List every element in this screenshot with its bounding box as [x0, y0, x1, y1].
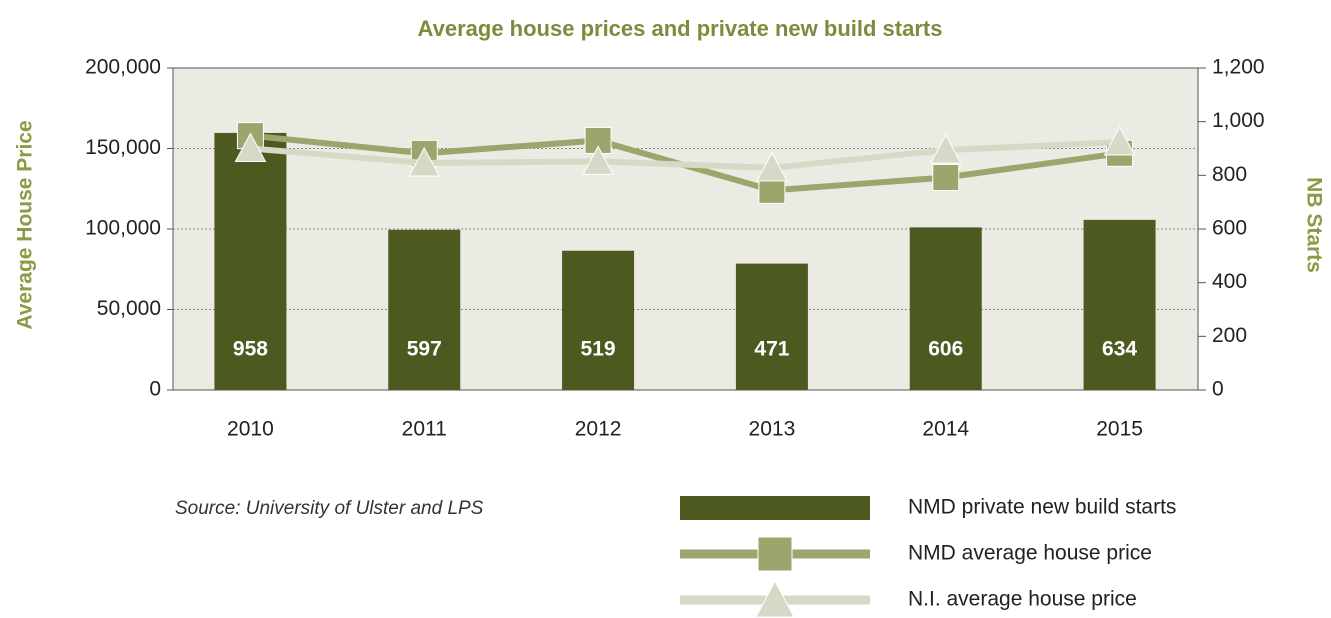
- triangle-marker: [582, 145, 614, 175]
- y-tick-label: 100,000: [85, 217, 161, 240]
- line: [250, 139, 1120, 171]
- bar-value-label: 519: [581, 338, 616, 361]
- square-marker: [757, 536, 793, 572]
- source-note: Source: University of Ulster and LPS: [175, 498, 484, 519]
- bar: [562, 250, 635, 390]
- triangle-marker: [929, 134, 962, 164]
- y2-tick-label: 0: [1212, 378, 1224, 401]
- y-tick-label: 200,000: [85, 56, 161, 79]
- y-tick-label: 0: [149, 378, 161, 401]
- triangle-marker: [756, 151, 788, 182]
- x-tick-label: 2011: [402, 418, 447, 441]
- bar-value-label: 597: [407, 338, 442, 361]
- legend-label: NMD private new build starts: [908, 496, 1176, 519]
- bar: [735, 263, 808, 390]
- y2-tick-label: 600: [1212, 217, 1247, 240]
- y2-tick-label: 800: [1212, 163, 1247, 186]
- x-tick-label: 2010: [227, 418, 274, 441]
- legend-label: NMD average house price: [908, 542, 1152, 565]
- x-tick-label: 2012: [575, 418, 622, 441]
- bar: [388, 229, 461, 390]
- y-tick-label: 50,000: [97, 297, 161, 320]
- bar: [909, 227, 982, 390]
- square-marker: [584, 126, 612, 154]
- x-tick-label: 2013: [749, 418, 796, 441]
- chart-title: Average house prices and private new bui…: [418, 16, 943, 41]
- triangle-marker: [408, 146, 441, 177]
- triangle-marker: [234, 132, 267, 162]
- y-axis-label: Average House Price: [14, 120, 37, 329]
- y2-tick-label: 400: [1212, 270, 1247, 293]
- square-marker: [932, 163, 960, 191]
- y2-tick-label: 1,000: [1212, 109, 1265, 132]
- bar-value-label: 606: [928, 338, 963, 361]
- triangle-marker: [755, 579, 795, 618]
- y-tick-label: 150,000: [85, 136, 161, 159]
- bar-value-label: 958: [233, 338, 268, 361]
- y2-axis-label: NB Starts: [1302, 177, 1325, 273]
- bar: [214, 132, 287, 391]
- triangle-marker: [1103, 126, 1136, 156]
- legend-swatch: [680, 496, 870, 520]
- y2-tick-label: 200: [1212, 324, 1247, 347]
- x-tick-label: 2015: [1096, 418, 1143, 441]
- bar-value-label: 634: [1102, 338, 1137, 361]
- square-marker: [758, 176, 786, 204]
- legend-label: N.I. average house price: [908, 588, 1137, 611]
- bar-value-label: 471: [754, 338, 789, 361]
- x-tick-label: 2014: [922, 418, 969, 441]
- y2-tick-label: 1,200: [1212, 56, 1265, 79]
- bar: [1083, 219, 1156, 390]
